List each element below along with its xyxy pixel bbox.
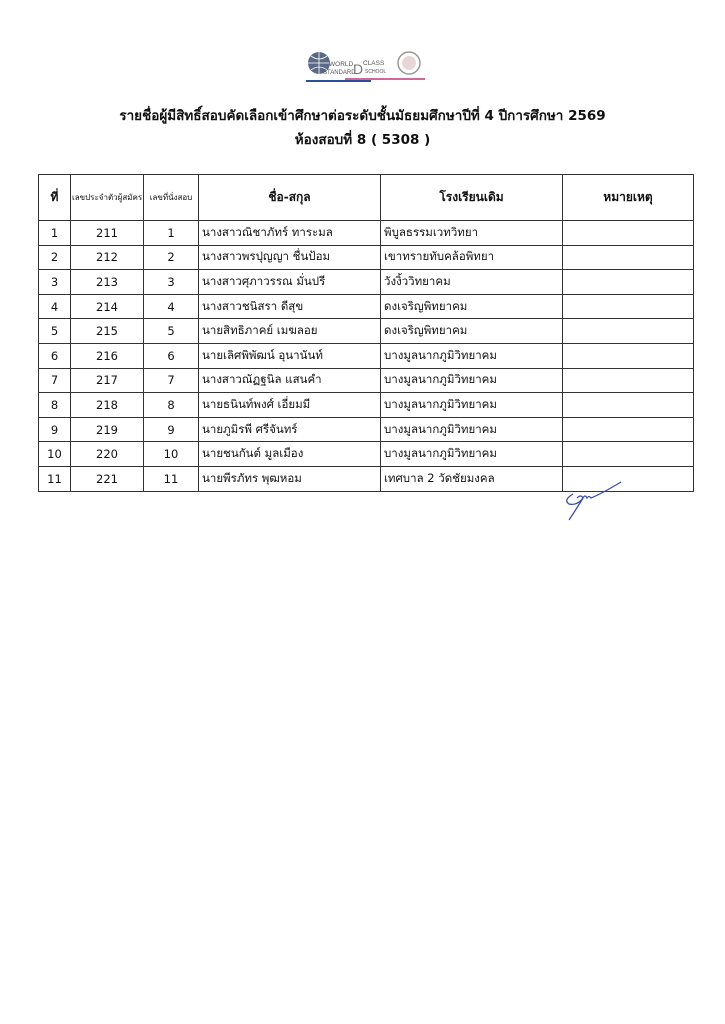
- applicant-id-cell: 215: [70, 318, 144, 344]
- note-cell: [562, 269, 694, 295]
- school-logo: WORLD STANDARD D CLASS SCHOOL: [306, 51, 425, 82]
- student-name-cell: นางสาวพรปุญญา ชื่นป้อม: [198, 244, 381, 271]
- seat-number-cell: 5: [143, 318, 199, 344]
- student-name-cell: นายเลิศพิพัฒน์ อุนานันท์: [198, 342, 381, 369]
- previous-school-cell: บางมูลนากภูมิวิทยาคม: [380, 441, 563, 467]
- row-number-cell: 11: [38, 465, 71, 492]
- student-name-cell: นายธนินท์พงศ์ เอี่ยมมี: [198, 392, 381, 418]
- svg-text:STANDARD: STANDARD: [323, 70, 356, 76]
- candidate-table: ที่ เลขประจำตัวผู้สมัคร เลขที่นั่งสอบ ชื…: [38, 174, 694, 492]
- table-row: 8 218 8 นายธนินท์พงศ์ เอี่ยมมี บางมูลนากภูมิ…: [38, 392, 694, 418]
- previous-school-cell: พิบูลธรรมเวทวิทยา: [380, 220, 563, 246]
- seat-number-cell: 9: [143, 416, 199, 443]
- student-name-cell: นางสาวชนิสรา ดีสุข: [198, 293, 381, 320]
- previous-school-cell: บางมูลนากภูมิวิทยาคม: [380, 416, 563, 443]
- svg-text:WORLD: WORLD: [329, 61, 354, 68]
- svg-text:CLASS: CLASS: [363, 60, 385, 67]
- seat-number-cell: 6: [143, 342, 199, 369]
- note-cell: [562, 318, 694, 344]
- note-cell: [562, 367, 694, 394]
- student-name-cell: นางสาวณิชาภัทร์ ทาระมล: [198, 220, 381, 246]
- header-note: หมายเหตุ: [562, 174, 694, 221]
- applicant-id-cell: 221: [70, 465, 144, 492]
- applicant-id-cell: 217: [70, 367, 144, 394]
- student-name-cell: นางสาวศุภาวรรณ มั่นปรี: [198, 269, 381, 295]
- applicant-id-cell: 212: [70, 244, 144, 271]
- exam-room-subtitle: ห้องสอบที่ 8 ( 5308 ): [294, 132, 431, 148]
- seat-number-cell: 11: [143, 465, 199, 492]
- row-number-cell: 8: [38, 392, 71, 418]
- student-name-cell: นายสิทธิภาคย์ เมฆลอย: [198, 318, 381, 344]
- applicant-id-cell: 218: [70, 392, 144, 418]
- row-number-cell: 4: [38, 293, 71, 320]
- note-cell: [562, 220, 694, 246]
- note-cell: [562, 342, 694, 369]
- header-name: ชื่อ-สกุล: [198, 174, 381, 221]
- student-name-cell: นายพีรภัทร พุฒหอม: [198, 465, 381, 492]
- student-name-cell: นายชนกันต์ มูลเมือง: [198, 441, 381, 467]
- row-number-cell: 6: [38, 342, 71, 369]
- row-number-cell: 10: [38, 441, 71, 467]
- seat-number-cell: 3: [143, 269, 199, 295]
- previous-school-cell: บางมูลนากภูมิวิทยาคม: [380, 392, 563, 418]
- note-cell: [562, 244, 694, 271]
- signature: [566, 481, 622, 521]
- header-no: ที่: [38, 174, 71, 221]
- previous-school-cell: บางมูลนากภูมิวิทยาคม: [380, 342, 563, 369]
- applicant-id-cell: 211: [70, 220, 144, 246]
- table-row: 6 216 6 นายเลิศพิพัฒน์ อุนานันท์ บางมูลนากภู…: [38, 342, 694, 369]
- note-cell: [562, 416, 694, 443]
- seat-number-cell: 4: [143, 293, 199, 320]
- seat-number-cell: 7: [143, 367, 199, 394]
- row-number-cell: 7: [38, 367, 71, 394]
- seat-number-cell: 1: [143, 220, 199, 246]
- student-name-cell: นายภูมิรพี ศรีจันทร์: [198, 416, 381, 443]
- row-number-cell: 2: [38, 244, 71, 271]
- svg-text:SCHOOL: SCHOOL: [365, 69, 386, 75]
- student-name-cell: นางสาวณัฏฐนิล แสนคำ: [198, 367, 381, 394]
- previous-school-cell: เขาทรายทับคล้อพิทยา: [380, 244, 563, 271]
- table-row: 7 217 7 นางสาวณัฏฐนิล แสนคำ บางมูลนากภูมิวิท…: [38, 367, 694, 394]
- note-cell: [562, 441, 694, 467]
- applicant-id-cell: 219: [70, 416, 144, 443]
- table-row: 4 214 4 นางสาวชนิสรา ดีสุข ดงเจริญพิทยาคม: [38, 293, 694, 320]
- seat-number-cell: 10: [143, 441, 199, 467]
- header-seat: เลขที่นั่งสอบ: [143, 174, 199, 221]
- table-row: 11 221 11 นายพีรภัทร พุฒหอม เทศบาล 2 วัดชัยม…: [38, 465, 694, 492]
- previous-school-cell: วังงิ้ววิทยาคม: [380, 269, 563, 295]
- previous-school-cell: เทศบาล 2 วัดชัยมงคล: [380, 465, 563, 492]
- row-number-cell: 1: [38, 220, 71, 246]
- note-cell: [562, 465, 694, 492]
- table-row: 2 212 2 นางสาวพรปุญญา ชื่นป้อม เขาทรายทับคล้…: [38, 244, 694, 271]
- table-row: 3 213 3 นางสาวศุภาวรรณ มั่นปรี วังงิ้ววิทยาค…: [38, 269, 694, 295]
- applicant-id-cell: 214: [70, 293, 144, 320]
- table-row: 10 220 10 นายชนกันต์ มูลเมือง บางมูลนากภูมิว…: [38, 441, 694, 467]
- row-number-cell: 3: [38, 269, 71, 295]
- applicant-id-cell: 213: [70, 269, 144, 295]
- seat-number-cell: 2: [143, 244, 199, 271]
- previous-school-cell: บางมูลนากภูมิวิทยาคม: [380, 367, 563, 394]
- seat-number-cell: 8: [143, 392, 199, 418]
- applicant-id-cell: 216: [70, 342, 144, 369]
- table-row: 5 215 5 นายสิทธิภาคย์ เมฆลอย ดงเจริญพิทยาคม: [38, 318, 694, 344]
- applicant-id-cell: 220: [70, 441, 144, 467]
- header-applicant-id: เลขประจำตัวผู้สมัคร: [70, 174, 144, 221]
- previous-school-cell: ดงเจริญพิทยาคม: [380, 293, 563, 320]
- table-row: 9 219 9 นายภูมิรพี ศรีจันทร์ บางมูลนากภูมิวิ…: [38, 416, 694, 443]
- row-number-cell: 9: [38, 416, 71, 443]
- header-school: โรงเรียนเดิม: [380, 174, 563, 221]
- table-row: 1 211 1 นางสาวณิชาภัทร์ ทาระมล พิบูลธรรมเวทว…: [38, 220, 694, 246]
- svg-text:D: D: [353, 61, 363, 77]
- note-cell: [562, 293, 694, 320]
- note-cell: [562, 392, 694, 418]
- previous-school-cell: ดงเจริญพิทยาคม: [380, 318, 563, 344]
- table-header-row: ที่ เลขประจำตัวผู้สมัคร เลขที่นั่งสอบ ชื…: [38, 174, 694, 221]
- row-number-cell: 5: [38, 318, 71, 344]
- document-title: รายชื่อผู้มีสิทธิ์สอบคัดเลือกเข้าศึกษาต่…: [119, 108, 606, 124]
